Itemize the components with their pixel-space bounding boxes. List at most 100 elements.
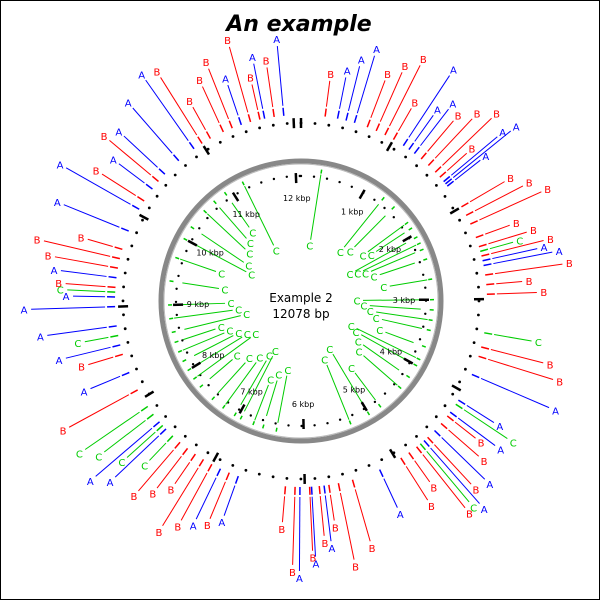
feature-line-a xyxy=(455,160,480,180)
feature-tick-a xyxy=(263,111,265,119)
feature-label-b: B xyxy=(507,174,514,185)
feature-label-b: B xyxy=(321,539,328,550)
feature-tick-b xyxy=(385,128,389,135)
feature-tick-a xyxy=(112,345,120,347)
feature-line-c-inner xyxy=(385,332,413,342)
feature-tick-c-inner xyxy=(234,413,236,416)
feature-line-c xyxy=(85,337,109,341)
feature-tick-a xyxy=(132,205,139,209)
feature-tick-b xyxy=(376,124,379,131)
feature-tick-b xyxy=(479,244,487,246)
feature-line-b xyxy=(175,462,190,483)
outer-ring-dot xyxy=(219,458,222,461)
outer-ring-major-tick xyxy=(140,215,149,220)
feature-line-b xyxy=(455,422,475,438)
feature-label-b: B xyxy=(93,166,100,177)
feature-tick-b xyxy=(479,356,487,358)
feature-line-b xyxy=(428,121,454,152)
feature-label-b: B xyxy=(428,502,435,513)
inner-ring-dot xyxy=(338,181,340,183)
feature-tick-a xyxy=(174,155,179,161)
feature-tick-c-inner xyxy=(169,318,173,319)
feature-label-b: B xyxy=(149,490,156,501)
feature-label-a: A xyxy=(486,480,493,491)
feature-line-b xyxy=(389,65,420,126)
feature-tick-b xyxy=(112,257,120,259)
outer-ring-dot xyxy=(314,477,317,480)
feature-line-c-inner xyxy=(207,214,245,249)
feature-line-b xyxy=(210,482,225,519)
feature-line-a xyxy=(384,479,398,508)
outer-ring-dot xyxy=(368,464,371,467)
feature-line-a xyxy=(196,478,216,519)
outer-ring-dot xyxy=(141,219,144,222)
inner-ring-dot xyxy=(313,176,315,178)
outer-ring-dot xyxy=(415,164,418,167)
feature-line-b xyxy=(434,445,471,485)
feature-tick-a xyxy=(414,147,419,153)
feature-line-b xyxy=(102,174,136,196)
feature-line-b xyxy=(88,239,113,246)
outer-ring-dot xyxy=(122,313,125,316)
feature-label-a: A xyxy=(190,521,197,532)
feature-label-a: A xyxy=(57,160,64,171)
outer-ring-dot xyxy=(258,127,261,130)
feature-tick-c-inner xyxy=(429,320,433,321)
feature-label-c-inner: C xyxy=(275,371,282,382)
feature-line-b xyxy=(485,225,509,234)
kbp-tick-label: 4 kbp xyxy=(380,347,402,356)
feature-label-c-inner: C xyxy=(247,239,254,250)
feature-label-b: B xyxy=(247,74,254,85)
feature-line-b xyxy=(193,107,206,130)
inner-ring-dot xyxy=(422,274,424,276)
feature-label-a: A xyxy=(115,127,122,138)
feature-tick-c-inner xyxy=(422,346,426,347)
outer-ring-dot xyxy=(122,300,125,303)
feature-label-a: A xyxy=(434,106,441,117)
feature-label-c: C xyxy=(74,339,81,350)
feature-label-c-inner: C xyxy=(337,248,344,259)
feature-line-a xyxy=(73,296,105,297)
feature-label-c-inner: C xyxy=(371,273,378,284)
inner-ring-dot xyxy=(339,419,341,421)
feature-tick-c-inner xyxy=(223,405,225,408)
feature-tick-b xyxy=(338,483,340,491)
inner-ring-dot xyxy=(424,287,426,289)
feature-line-c-inner xyxy=(174,310,232,318)
feature-line-c-inner xyxy=(183,329,215,340)
feature-tick-b xyxy=(152,176,158,181)
feature-line-a xyxy=(325,495,331,541)
feature-tick-b xyxy=(115,247,123,249)
feature-tick-c-inner xyxy=(212,397,215,400)
feature-label-b: B xyxy=(186,97,193,108)
feature-line-b xyxy=(398,108,411,131)
feature-tick-b xyxy=(466,212,473,216)
outer-ring-dot xyxy=(232,135,235,138)
outer-ring-dot xyxy=(380,458,383,461)
feature-tick-b xyxy=(108,287,116,288)
outer-ring-dot xyxy=(219,141,222,144)
outer-ring-dot xyxy=(231,464,234,467)
feature-tick-c-inner xyxy=(417,358,421,360)
feature-label-c: C xyxy=(510,439,517,450)
feature-label-c-inner: C xyxy=(347,270,354,281)
feature-line-c xyxy=(149,443,166,460)
outer-ring-dot xyxy=(184,435,187,438)
feature-line-c-inner xyxy=(183,333,225,350)
feature-label-b: B xyxy=(224,36,231,47)
outer-ring-dot xyxy=(327,475,330,478)
feature-label-b: B xyxy=(566,259,573,270)
outer-ring-dot xyxy=(404,156,407,159)
feature-tick-c xyxy=(484,333,492,334)
feature-tick-a xyxy=(484,264,492,266)
feature-tick-c xyxy=(157,425,163,430)
feature-label-a: A xyxy=(54,198,61,209)
feature-line-a xyxy=(451,137,497,176)
feature-tick-c-inner xyxy=(172,331,176,332)
outer-ring-dot xyxy=(122,286,125,289)
feature-tick-c-inner xyxy=(398,386,401,389)
feature-line-c xyxy=(127,432,155,457)
feature-tick-a xyxy=(354,115,356,123)
feature-line-a xyxy=(339,77,345,108)
feature-tick-c-inner xyxy=(392,206,395,209)
